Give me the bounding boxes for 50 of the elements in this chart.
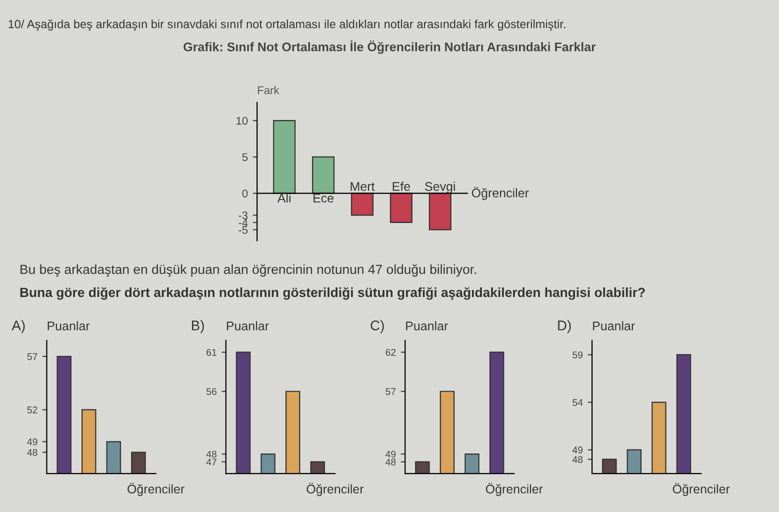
y-tick-label: 48	[27, 449, 38, 456]
y-axis-title: Puanlar	[406, 321, 448, 330]
y-axis-title: Puanlar	[226, 321, 269, 330]
y-tick-label: 49	[572, 446, 583, 454]
x-tick-label: Ece	[314, 194, 334, 203]
y-tick-label: 5	[242, 153, 248, 162]
x-tick-label: Efe	[392, 182, 410, 191]
text: Buna göre diğer dört arkadaşın notlarının gösterildiği sütun grafiği aşağıdakilerden hangisi olabilir?	[20, 287, 645, 300]
chart-title: Grafik: Sınıf Not Ortalaması İle Öğrencilerin Notları Arasındaki Farklar	[184, 40, 596, 54]
chart-title: D)	[558, 320, 571, 334]
y-axis-title: Fark	[258, 86, 280, 94]
y-tick-label: -5	[238, 226, 248, 234]
y-tick-label: 48	[206, 450, 216, 458]
y-tick-label: 59	[572, 351, 583, 358]
x-axis-title: Öğrenciler	[472, 186, 529, 200]
chart-title: B)	[192, 320, 204, 334]
y-axis-title: Puanlar	[48, 321, 90, 330]
x-tick-label: Mert	[350, 182, 375, 191]
y-tick-label: 56	[206, 388, 216, 395]
x-axis-title: Öğrenciler	[672, 482, 730, 496]
x-axis-title: Öğrenciler	[128, 482, 184, 496]
x-axis-title: Öğrenciler	[306, 482, 364, 496]
y-tick-label: 57	[27, 353, 38, 360]
y-tick-label: -4	[238, 218, 248, 226]
y-tick-label: 62	[386, 348, 396, 356]
x-tick-label: Sevgi	[425, 182, 455, 194]
y-tick-label: 0	[242, 190, 248, 198]
bar	[273, 120, 296, 194]
y-axis-title: Puanlar	[593, 321, 635, 330]
bar	[312, 156, 335, 194]
x-tick-label: Ali	[277, 193, 290, 202]
y-tick-label: 49	[27, 438, 38, 446]
x-axis-title: Öğrenciler	[486, 482, 543, 496]
y-tick-label: 61	[206, 348, 216, 356]
y-tick-label: 48	[572, 456, 583, 463]
chart-subtitle: 10/ Aşağıda beş arkadaşın bir sınavdaki sınıf not ortalaması ile aldıkları notlar arasındaki fark gösterilmiştir.	[8, 19, 566, 31]
chart-title: A)	[12, 320, 25, 334]
y-tick-label: -3	[238, 211, 248, 220]
bar	[350, 192, 374, 216]
chart-title: C)	[370, 320, 384, 334]
text: Bu beş arkadaştan en düşük puan alan öğrencinin notunun 47 olduğu biliniyor.	[20, 264, 476, 277]
y-tick-label: 54	[572, 399, 583, 406]
y-tick-label: 10	[236, 116, 248, 125]
y-tick-label: 47	[206, 458, 216, 466]
bar	[428, 192, 452, 230]
bar	[390, 192, 412, 224]
y-tick-label: 49	[385, 450, 396, 458]
y-tick-label: 57	[386, 388, 396, 395]
y-tick-label: 48	[385, 458, 396, 466]
y-tick-label: 52	[27, 406, 38, 414]
